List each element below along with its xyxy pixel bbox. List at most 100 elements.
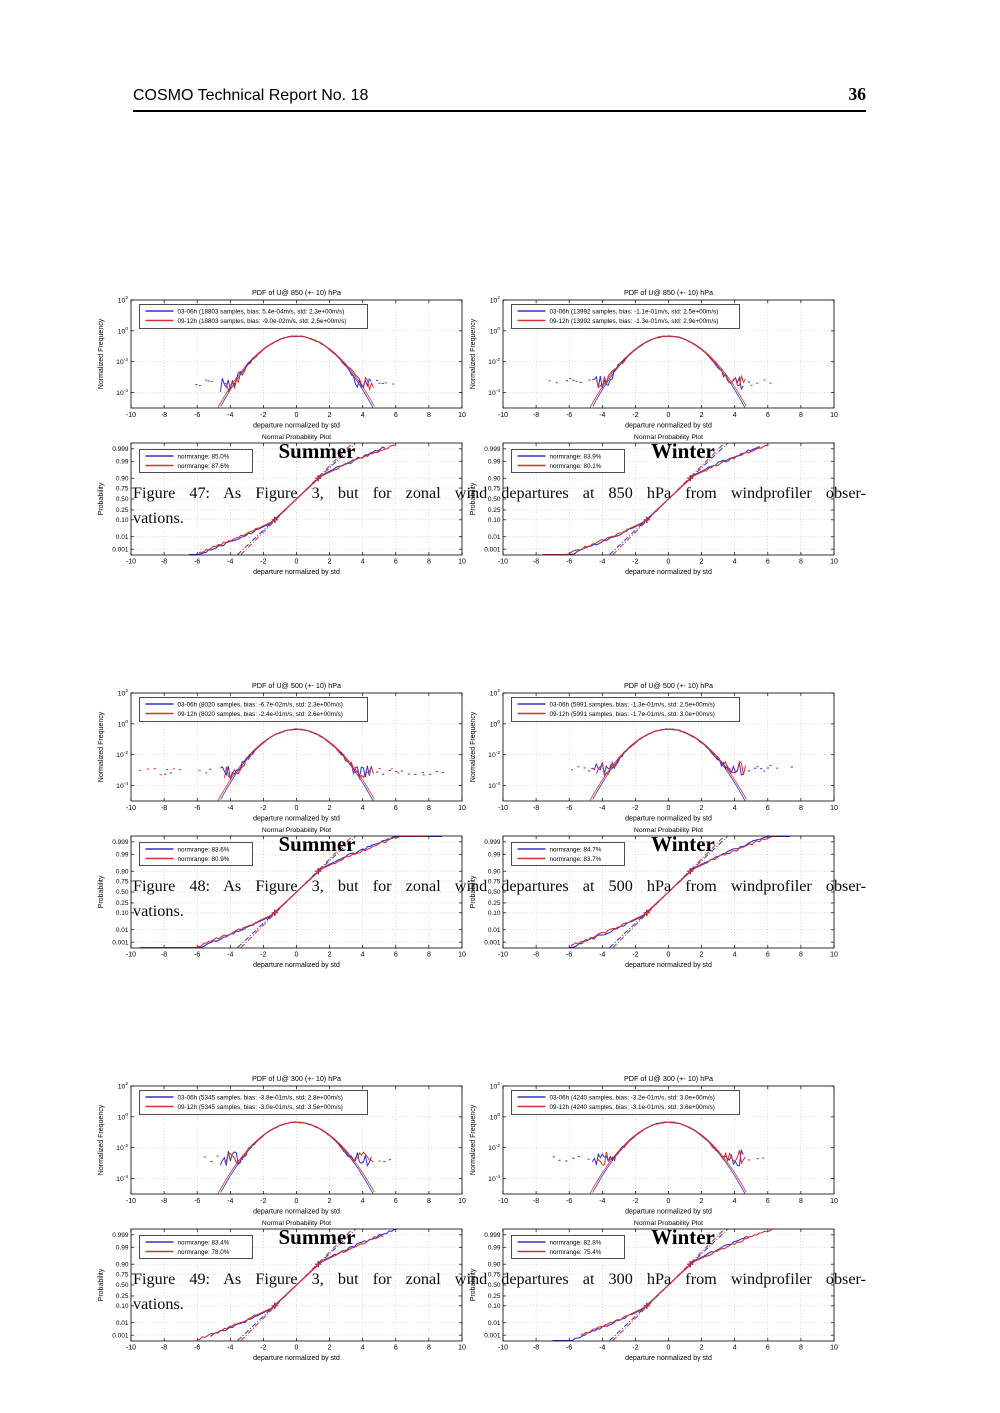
svg-text:6: 6 [394, 1198, 398, 1205]
svg-text:0.90: 0.90 [116, 475, 129, 482]
svg-text:6: 6 [394, 412, 398, 419]
svg-text:2: 2 [328, 1198, 332, 1205]
svg-text:100: 100 [490, 1112, 501, 1121]
svg-text:-10: -10 [126, 952, 136, 959]
svg-text:0.75: 0.75 [116, 878, 129, 885]
svg-text:03-06h (18803 samples, bias: 5: 03-06h (18803 samples, bias: 5.4e-04m/s,… [178, 308, 345, 315]
svg-text:-4: -4 [227, 952, 233, 959]
svg-text:10: 10 [458, 1198, 466, 1205]
svg-text:-10: -10 [498, 412, 508, 419]
svg-text:0.10: 0.10 [488, 1303, 501, 1310]
svg-text:100: 100 [118, 326, 129, 335]
svg-text:0.001: 0.001 [484, 939, 501, 946]
pdf-plot-svg: -10 -8 -6 -4 -2 0 2 4 6 8 10 departure normalized b… [98, 1074, 466, 1216]
svg-text:4: 4 [733, 559, 737, 566]
svg-text:-4: -4 [227, 559, 233, 566]
svg-text:10-2: 10-2 [116, 750, 128, 759]
svg-text:6: 6 [394, 1345, 398, 1352]
caption-line-2: vations. [133, 902, 184, 920]
svg-text:0: 0 [667, 952, 671, 959]
caption-line-1: Figure 48: As Figure 3, but for zonal wi… [133, 877, 866, 895]
svg-text:0.99: 0.99 [488, 1244, 501, 1251]
svg-text:departure normalized by std: departure normalized by std [253, 569, 340, 576]
svg-text:departure normalized by std: departure normalized by std [253, 816, 340, 823]
chart-fig48-winter-pdf: -10 -8 -6 -4 -2 0 2 4 6 8 10 departure normalized b… [467, 677, 842, 827]
svg-text:0.999: 0.999 [112, 446, 129, 453]
svg-text:-4: -4 [227, 1345, 233, 1352]
svg-text:6: 6 [394, 952, 398, 959]
svg-text:Normal Probability Plot: Normal Probability Plot [262, 434, 331, 441]
svg-text:0.99: 0.99 [116, 1244, 129, 1251]
svg-text:0.10: 0.10 [116, 1303, 129, 1310]
svg-text:0: 0 [295, 805, 299, 812]
svg-text:normrange: 82.8%: normrange: 82.8% [550, 1239, 602, 1246]
svg-text:4: 4 [361, 412, 365, 419]
svg-text:6: 6 [766, 1198, 770, 1205]
svg-text:09-12h (13992 samples, bias: -: 09-12h (13992 samples, bias: -1.3e-01m/s… [550, 318, 719, 325]
svg-text:0.10: 0.10 [488, 910, 501, 917]
svg-text:0: 0 [295, 952, 299, 959]
svg-text:6: 6 [766, 1345, 770, 1352]
svg-text:-6: -6 [194, 1345, 200, 1352]
svg-text:normrange: 84.7%: normrange: 84.7% [550, 846, 602, 853]
svg-text:0.01: 0.01 [488, 1320, 501, 1327]
svg-text:10-4: 10-4 [116, 388, 128, 397]
svg-text:0: 0 [295, 412, 299, 419]
svg-text:-2: -2 [260, 559, 266, 566]
svg-text:-10: -10 [498, 1198, 508, 1205]
svg-text:-4: -4 [599, 1345, 605, 1352]
svg-text:102: 102 [490, 688, 501, 697]
svg-text:0: 0 [295, 559, 299, 566]
season-label-summer: Summer [278, 439, 356, 463]
svg-text:0.75: 0.75 [488, 878, 501, 885]
svg-text:-2: -2 [260, 1198, 266, 1205]
caption-line-2: vations. [133, 509, 184, 527]
svg-text:10-2: 10-2 [488, 1143, 500, 1152]
svg-text:normrange: 80.1%: normrange: 80.1% [550, 463, 602, 470]
svg-text:-2: -2 [632, 559, 638, 566]
season-label-winter: Winter [651, 439, 715, 463]
svg-text:0.10: 0.10 [116, 910, 129, 917]
svg-text:100: 100 [490, 719, 501, 728]
svg-text:-8: -8 [533, 952, 539, 959]
svg-text:Probability: Probability [98, 482, 105, 515]
svg-text:-4: -4 [227, 805, 233, 812]
page-number: 36 [848, 84, 867, 104]
svg-text:-8: -8 [533, 559, 539, 566]
svg-text:8: 8 [799, 1198, 803, 1205]
svg-text:0.001: 0.001 [112, 1332, 129, 1339]
svg-text:Probability: Probability [98, 1268, 105, 1301]
chart-fig47-summer-pdf: -10 -8 -6 -4 -2 0 2 4 6 8 10 departure normalized b… [95, 284, 470, 434]
pdf-plot-svg: -10 -8 -6 -4 -2 0 2 4 6 8 10 departure normalized b… [470, 681, 838, 823]
chart-fig47-summer-npp: -10 -8 -6 -4 -2 0 2 4 6 8 10 departure normalized b… [95, 430, 470, 580]
svg-text:-10: -10 [126, 1345, 136, 1352]
svg-text:departure normalized by std: departure normalized by std [253, 1209, 340, 1216]
svg-text:10-4: 10-4 [488, 1174, 500, 1183]
svg-text:-6: -6 [566, 805, 572, 812]
svg-text:Normalized Frequency: Normalized Frequency [98, 318, 105, 389]
npp-plot-svg: -10 -8 -6 -4 -2 0 2 4 6 8 10 departure normalized b… [470, 1220, 838, 1362]
svg-text:03-06h (8020 samples, bias: -6: 03-06h (8020 samples, bias: -6.7e-02m/s,… [178, 701, 343, 708]
svg-text:10-2: 10-2 [488, 357, 500, 366]
svg-text:PDF of U@ 500 (+- 10) hPa: PDF of U@ 500 (+- 10) hPa [624, 681, 713, 690]
chart-fig48-winter-npp: -10 -8 -6 -4 -2 0 2 4 6 8 10 departure normalized b… [467, 823, 842, 973]
npp-plot-svg: -10 -8 -6 -4 -2 0 2 4 6 8 10 departure normalized b… [98, 827, 466, 969]
figure-47-caption: Figure 47: As Figure 3, but for zonal wi… [133, 481, 866, 531]
svg-text:Probability: Probability [98, 875, 105, 908]
svg-text:Normalized Frequency: Normalized Frequency [98, 711, 105, 782]
svg-text:-4: -4 [227, 1198, 233, 1205]
svg-text:-8: -8 [161, 1198, 167, 1205]
svg-text:6: 6 [766, 805, 770, 812]
svg-text:-2: -2 [632, 952, 638, 959]
svg-text:10-2: 10-2 [116, 357, 128, 366]
svg-text:normrange: 78.0%: normrange: 78.0% [178, 1249, 230, 1256]
svg-text:4: 4 [733, 952, 737, 959]
svg-text:-10: -10 [498, 559, 508, 566]
svg-text:normrange: 75.4%: normrange: 75.4% [550, 1249, 602, 1256]
svg-text:-6: -6 [566, 952, 572, 959]
svg-text:8: 8 [799, 952, 803, 959]
svg-text:4: 4 [733, 805, 737, 812]
svg-text:departure normalized by std: departure normalized by std [625, 569, 712, 576]
svg-text:10: 10 [830, 559, 838, 566]
svg-text:normrange: 80.9%: normrange: 80.9% [178, 856, 230, 863]
